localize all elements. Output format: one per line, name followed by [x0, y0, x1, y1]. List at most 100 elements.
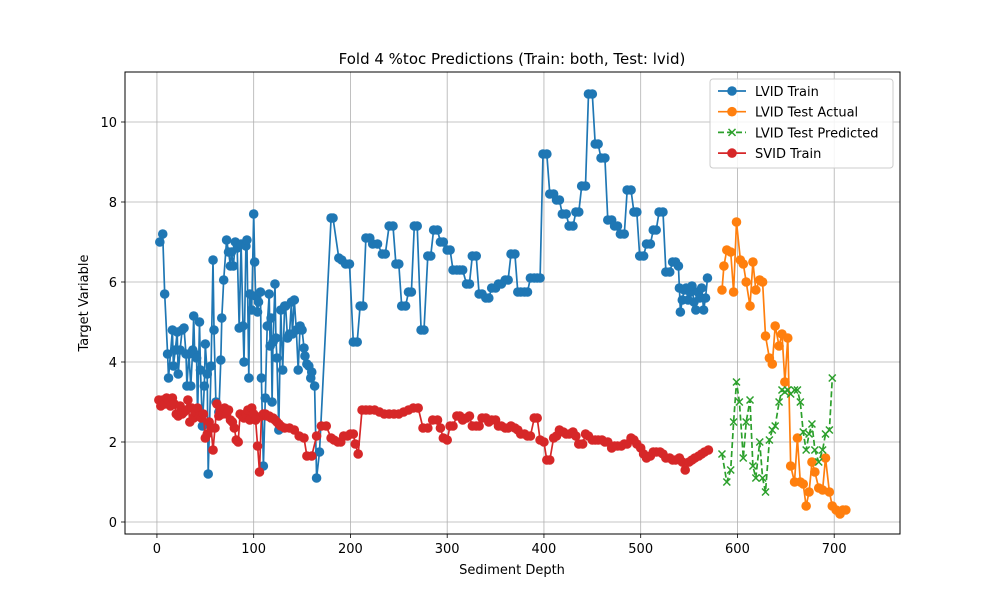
data-point	[698, 305, 709, 315]
data-point	[770, 321, 780, 331]
data-point	[272, 353, 282, 363]
legend-label: LVID Train	[755, 85, 819, 100]
data-point	[448, 421, 458, 431]
x-tick-label: 200	[338, 542, 363, 557]
data-point	[162, 349, 173, 359]
x-tick-label: 600	[725, 542, 750, 557]
data-point	[406, 287, 417, 297]
data-point	[571, 431, 581, 441]
data-point	[267, 397, 277, 407]
data-point	[309, 381, 320, 391]
data-point	[780, 377, 790, 387]
data-point	[321, 421, 332, 431]
data-point	[783, 385, 792, 395]
data-point	[645, 239, 656, 249]
data-point	[767, 359, 778, 369]
data-point	[419, 325, 429, 335]
data-point	[801, 501, 811, 511]
data-point	[208, 445, 218, 455]
data-point	[717, 449, 727, 459]
series-line	[721, 377, 834, 493]
data-point	[638, 251, 649, 261]
y-tick-label: 0	[109, 516, 117, 531]
data-point	[350, 439, 361, 449]
data-point	[256, 373, 267, 383]
data-point	[748, 257, 758, 267]
data-point	[587, 89, 598, 99]
data-point	[314, 447, 325, 457]
legend-marker	[727, 128, 737, 137]
series-2	[717, 373, 837, 497]
data-point	[799, 427, 808, 437]
legend-label: LVID Test Actual	[755, 106, 858, 121]
data-point	[804, 487, 814, 497]
data-point	[619, 229, 630, 239]
data-point	[726, 465, 735, 475]
data-point	[535, 273, 545, 283]
data-point	[841, 505, 851, 515]
data-point	[270, 279, 280, 289]
data-point	[751, 285, 761, 295]
data-point	[209, 325, 219, 335]
data-point	[435, 423, 446, 433]
axis-ticks: 0 100 200 300 400 500 600 700 0 2 4 6 8 10	[100, 116, 846, 557]
data-point	[262, 321, 273, 331]
legend-label: SVID Train	[755, 147, 821, 162]
data-point	[600, 153, 610, 163]
data-point	[157, 229, 168, 239]
data-point	[664, 267, 675, 277]
data-point	[271, 333, 281, 343]
data-point	[728, 287, 739, 297]
data-point	[248, 209, 259, 219]
data-point	[722, 477, 731, 487]
series-1	[717, 217, 851, 519]
data-point	[163, 373, 174, 383]
data-point	[483, 293, 494, 303]
data-point	[457, 265, 468, 275]
data-point	[293, 365, 303, 375]
data-point	[388, 221, 398, 231]
data-point	[561, 209, 571, 219]
data-point	[216, 313, 227, 323]
data-point	[658, 207, 668, 217]
data-point	[700, 293, 711, 303]
data-point	[194, 317, 205, 327]
data-point	[593, 139, 603, 149]
data-point	[525, 431, 536, 441]
x-tick-label: 400	[532, 542, 557, 557]
data-point	[539, 437, 549, 447]
data-point	[311, 473, 322, 483]
data-point	[782, 333, 793, 343]
data-point	[228, 261, 239, 271]
data-point	[438, 237, 449, 247]
data-point	[218, 275, 229, 285]
data-point	[731, 217, 742, 227]
data-point	[179, 323, 189, 333]
data-point	[691, 305, 701, 315]
data-point	[522, 287, 533, 297]
data-point	[725, 247, 736, 257]
data-point	[297, 325, 307, 335]
data-point	[215, 355, 226, 365]
data-point	[785, 461, 796, 471]
data-point	[775, 397, 784, 407]
data-point	[568, 221, 578, 231]
data-point	[188, 311, 199, 321]
y-axis-label: Target Variable	[77, 255, 92, 353]
data-point	[774, 341, 784, 351]
data-point	[199, 381, 210, 391]
data-point	[807, 419, 816, 429]
data-point	[792, 433, 803, 443]
data-point	[432, 415, 443, 425]
data-point	[751, 473, 760, 483]
data-point	[542, 149, 552, 159]
data-point	[306, 367, 317, 377]
data-point	[168, 361, 179, 371]
data-point	[696, 283, 707, 293]
data-point	[825, 425, 834, 435]
data-point	[352, 337, 363, 347]
data-point	[729, 417, 738, 427]
data-point	[577, 439, 588, 449]
data-point	[748, 461, 757, 471]
data-point	[208, 255, 218, 265]
